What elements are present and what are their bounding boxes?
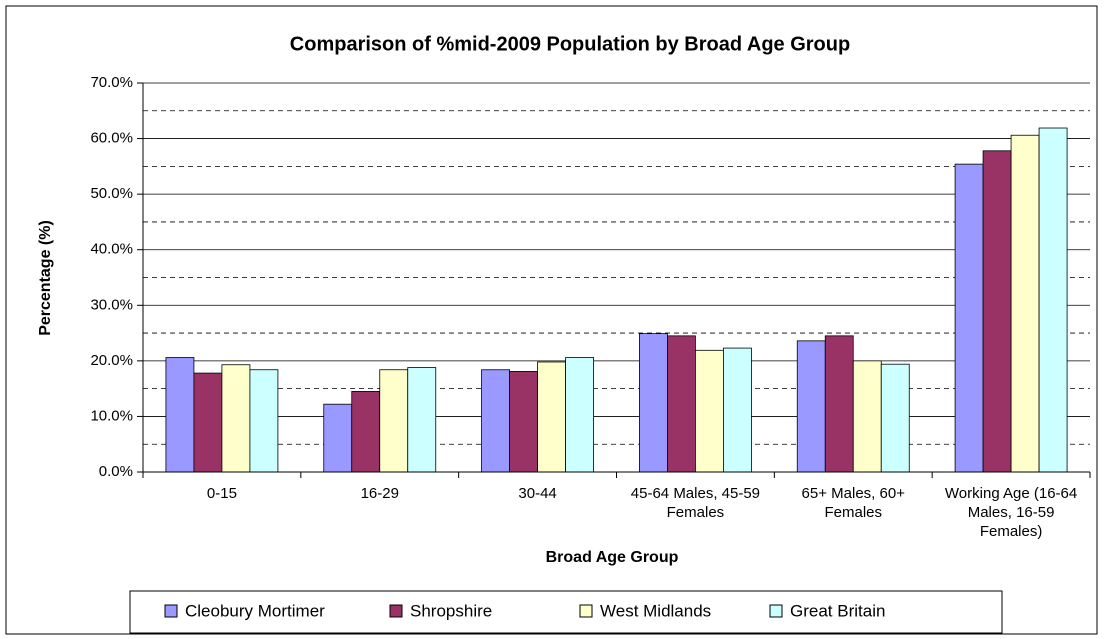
- x-tick-label: 0-15: [206, 485, 237, 502]
- bar: [351, 391, 381, 473]
- y-tick-label: 60.0%: [90, 130, 133, 147]
- bar: [1010, 134, 1040, 473]
- x-tick-label: Working Age (16-64 Males, 16-59 Females): [944, 485, 1078, 540]
- legend-label: Cleobury Mortimer: [185, 601, 325, 620]
- bar: [565, 357, 594, 473]
- bar: [165, 357, 195, 473]
- bar: [667, 335, 696, 473]
- y-tick-label: 20.0%: [90, 352, 133, 369]
- bar: [982, 150, 1012, 473]
- y-axis-title: Percentage (%): [37, 220, 54, 336]
- x-tick-label: 16-29: [360, 485, 399, 502]
- x-tick-label: 65+ Males, 60+ Females: [801, 485, 905, 521]
- bar: [407, 367, 437, 473]
- bar: [481, 369, 510, 473]
- chart-border: [5, 5, 1098, 635]
- legend-swatch: [769, 604, 783, 618]
- bar: [723, 347, 752, 473]
- bar: [323, 403, 353, 473]
- bar: [509, 371, 538, 473]
- bar: [639, 333, 668, 473]
- y-tick-label: 50.0%: [90, 185, 133, 202]
- legend-swatch: [164, 604, 178, 618]
- bar: [221, 364, 251, 473]
- bar: [379, 369, 409, 473]
- legend-label: Shropshire: [410, 601, 492, 620]
- bar: [824, 335, 854, 473]
- x-tick-label: 45-64 Males, 45-59 Females: [630, 485, 761, 521]
- y-tick-label: 30.0%: [90, 296, 133, 313]
- x-tick-label: 30-44: [518, 485, 557, 502]
- y-tick-label: 40.0%: [90, 241, 133, 258]
- bar: [954, 163, 984, 473]
- legend-label: Great Britain: [790, 601, 885, 620]
- bar: [249, 369, 279, 473]
- bar: [796, 340, 826, 473]
- legend-swatch: [389, 604, 403, 618]
- bar: [537, 361, 566, 473]
- bar: [193, 372, 223, 473]
- legend-swatch: [579, 604, 593, 618]
- x-axis-title: Broad Age Group: [546, 549, 679, 566]
- legend-box: [129, 590, 1003, 634]
- y-tick-label: 0.0%: [99, 463, 133, 480]
- bar: [1038, 127, 1068, 473]
- chart-title: Comparison of %mid-2009 Population by Br…: [290, 33, 850, 55]
- y-tick-label: 10.0%: [90, 407, 133, 424]
- legend-label: West Midlands: [600, 601, 711, 620]
- bar: [852, 360, 882, 473]
- bar: [695, 349, 724, 473]
- y-tick-label: 70.0%: [90, 74, 133, 91]
- bar: [880, 363, 910, 473]
